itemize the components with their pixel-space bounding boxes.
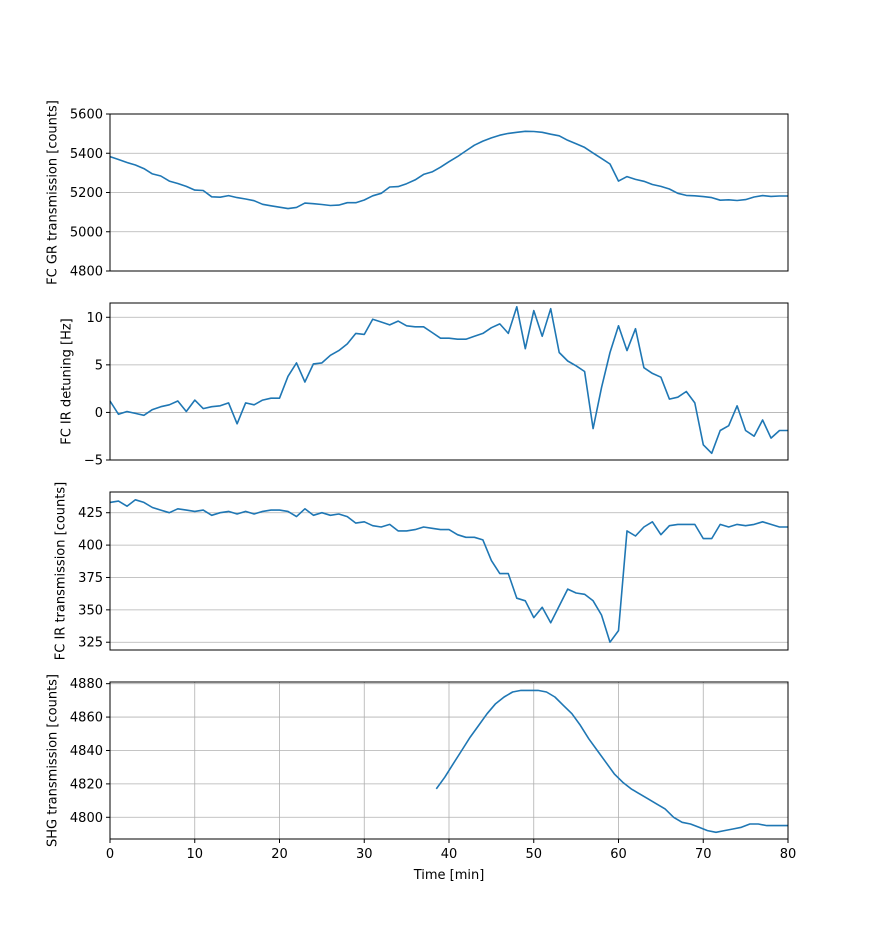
y-tick-label: 325 bbox=[78, 636, 103, 651]
x-tick-label: 70 bbox=[695, 847, 712, 862]
y-tick-label: 350 bbox=[78, 603, 103, 618]
y-tick-label: 400 bbox=[78, 539, 103, 554]
subplot-3: 325 350 375 400 425 FC IR transmission [count… bbox=[54, 482, 789, 660]
y-tick-label: 5600 bbox=[70, 108, 103, 123]
x-tick-label: 80 bbox=[780, 847, 797, 862]
y-tick-label: 4880 bbox=[70, 677, 103, 692]
y-tick-label: 375 bbox=[78, 571, 103, 586]
subplot-4: 4800 4820 4840 4860 4880 0 10 20 30 40 50 60 70 80 SHG… bbox=[46, 674, 797, 883]
series-line bbox=[435, 689, 788, 834]
x-tick-label: 10 bbox=[186, 847, 203, 862]
y-tick-label: 425 bbox=[78, 506, 103, 521]
y-tick-label: 5400 bbox=[70, 147, 103, 162]
y-tick-label: 5 bbox=[95, 358, 103, 373]
y-tick-label: 4800 bbox=[70, 811, 103, 826]
y-tick-label: 4800 bbox=[70, 265, 103, 280]
y-axis-label: SHG transmission [counts] bbox=[46, 674, 61, 847]
series-line bbox=[109, 498, 788, 644]
y-tick-label: 4860 bbox=[70, 711, 103, 726]
x-tick-label: 40 bbox=[441, 847, 458, 862]
y-tick-label: 5000 bbox=[70, 225, 103, 240]
y-axis-label: FC GR transmission [counts] bbox=[46, 100, 61, 285]
axes-frame bbox=[109, 302, 789, 461]
y-axis-label: FC IR detuning [Hz] bbox=[60, 318, 75, 445]
x-axis-label: Time [min] bbox=[413, 868, 485, 883]
x-tick-label: 60 bbox=[610, 847, 627, 862]
x-tick-label: 50 bbox=[525, 847, 542, 862]
subplot-1: 4800 5000 5200 5400 5600 FC GR transmission [… bbox=[46, 100, 789, 285]
y-tick-label: 10 bbox=[86, 311, 103, 326]
series-line bbox=[109, 305, 788, 455]
axes-frame bbox=[109, 491, 789, 651]
y-tick-label: 4820 bbox=[70, 777, 103, 792]
x-tick-label: 30 bbox=[356, 847, 373, 862]
subplot-2: −5 0 5 10 FC IR detuning [Hz] bbox=[60, 302, 789, 469]
y-tick-label: 4840 bbox=[70, 744, 103, 759]
y-tick-label: −5 bbox=[84, 454, 103, 469]
y-tick-label: 5200 bbox=[70, 186, 103, 201]
y-tick-label: 0 bbox=[95, 406, 103, 421]
y-axis-label: FC IR transmission [counts] bbox=[54, 482, 69, 660]
x-tick-label: 20 bbox=[271, 847, 288, 862]
x-tick-label: 0 bbox=[106, 847, 114, 862]
series-line bbox=[109, 130, 788, 210]
